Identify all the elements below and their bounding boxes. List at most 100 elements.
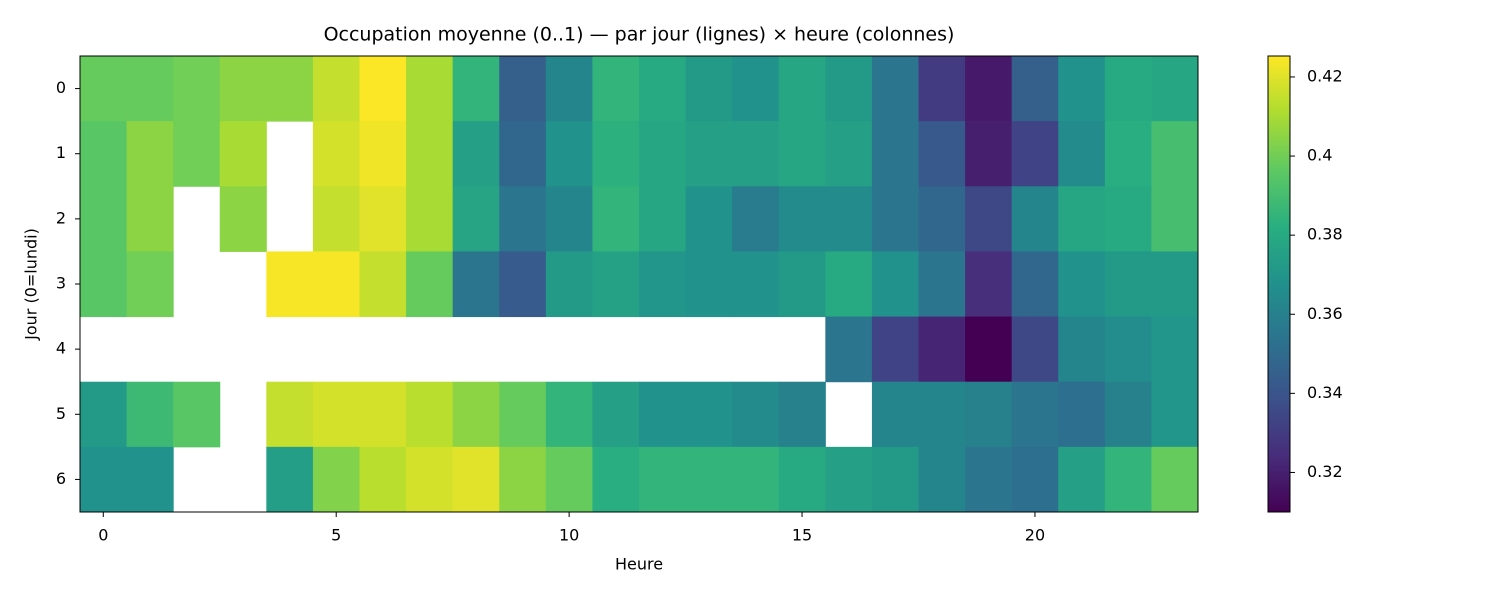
heatmap-cell: [266, 381, 314, 448]
heatmap-cell: [1151, 251, 1199, 318]
heatmap-cell: [871, 446, 919, 513]
heatmap-cell: [1151, 121, 1199, 187]
heatmap-cell: [406, 381, 454, 448]
colorbar-tick-label: 0.36: [1307, 304, 1343, 323]
heatmap-cell: [266, 56, 314, 122]
y-tick-label: 6: [56, 469, 66, 488]
chart-title: Occupation moyenne (0..1) — par jour (li…: [324, 24, 955, 46]
colorbar-tick-label: 0.34: [1307, 383, 1343, 402]
heatmap-cell: [685, 381, 733, 448]
heatmap-cell: [1104, 186, 1152, 252]
heatmap-cell: [359, 186, 407, 252]
heatmap-cell: [918, 186, 966, 252]
heatmap-cell: [1058, 446, 1106, 513]
heatmap-cell: [825, 186, 873, 252]
heatmap-cell: [1151, 316, 1199, 383]
heatmap-cell: [219, 186, 267, 252]
heatmap-cell: [592, 56, 640, 122]
heatmap-cell: [639, 56, 687, 122]
heatmap-cell: [825, 121, 873, 187]
heatmap-cell: [871, 121, 919, 187]
heatmap-cell: [312, 446, 360, 513]
heatmap-cell: [173, 381, 221, 448]
heatmap-cell: [312, 56, 360, 122]
heatmap-cell: [406, 186, 454, 252]
heatmap-cell: [1011, 446, 1059, 513]
heatmap-cell: [545, 251, 593, 318]
heatmap-cell: [1011, 121, 1059, 187]
heatmap-cell: [266, 251, 314, 318]
heatmap-cell: [778, 381, 826, 448]
heatmap-cell: [965, 121, 1013, 187]
heatmap-cell: [452, 251, 500, 318]
y-tick-label: 4: [56, 339, 66, 358]
heatmap-cell: [1011, 316, 1059, 383]
heatmap-cell: [80, 186, 128, 252]
heatmap-cell: [965, 446, 1013, 513]
heatmap-cell: [80, 446, 128, 513]
heatmap-cell: [499, 186, 547, 252]
heatmap-cell: [778, 251, 826, 318]
heatmap-cell: [825, 446, 873, 513]
heatmap-cell: [1104, 446, 1152, 513]
heatmap-cell: [80, 121, 128, 187]
heatmap-cell: [639, 381, 687, 448]
heatmap-cell: [173, 121, 221, 187]
heatmap-cell: [732, 56, 780, 122]
heatmap-cell: [685, 121, 733, 187]
heatmap-cell: [732, 251, 780, 318]
heatmap-cell: [871, 316, 919, 383]
heatmap-cell: [1151, 186, 1199, 252]
heatmap-cell: [918, 56, 966, 122]
colorbar: [1268, 56, 1290, 512]
heatmap-cell: [1104, 316, 1152, 383]
heatmap-cell: [1058, 316, 1106, 383]
heatmap-cell: [499, 121, 547, 187]
heatmap-cell: [1011, 381, 1059, 448]
heatmap-cell: [592, 121, 640, 187]
heatmap-cell: [1151, 446, 1199, 513]
heatmap-cell: [965, 316, 1013, 383]
heatmap-cell: [778, 56, 826, 122]
heatmap-cell: [639, 121, 687, 187]
heatmap-cell: [1011, 56, 1059, 122]
heatmap-cell: [359, 56, 407, 122]
x-tick-label: 5: [331, 526, 341, 545]
heatmap-cell: [545, 121, 593, 187]
y-tick-label: 5: [56, 404, 66, 423]
heatmap-cell: [126, 121, 174, 187]
heatmap-cell: [732, 121, 780, 187]
heatmap-cell: [871, 381, 919, 448]
heatmap-cell: [312, 381, 360, 448]
heatmap-cell: [499, 251, 547, 318]
heatmap-cell: [452, 446, 500, 513]
heatmap-cell: [1058, 186, 1106, 252]
heatmap-cell: [1011, 186, 1059, 252]
heatmap-cell: [545, 381, 593, 448]
colorbar-tick-label: 0.32: [1307, 462, 1343, 481]
heatmap-cell: [685, 186, 733, 252]
heatmap-cell: [219, 121, 267, 187]
heatmap-cell: [1058, 251, 1106, 318]
heatmap-cell: [406, 121, 454, 187]
heatmap-cell: [592, 251, 640, 318]
heatmap-cell: [732, 446, 780, 513]
heatmap-cell: [918, 381, 966, 448]
heatmap-cell: [359, 381, 407, 448]
heatmap-cell: [685, 446, 733, 513]
heatmap-cell: [825, 251, 873, 318]
heatmap-cell: [778, 186, 826, 252]
heatmap-cell: [732, 186, 780, 252]
heatmap-cell: [219, 56, 267, 122]
heatmap-cell: [965, 186, 1013, 252]
heatmap-cell: [545, 56, 593, 122]
heatmap-cell: [1058, 121, 1106, 187]
x-axis-label: Heure: [615, 555, 663, 574]
y-axis-label: Jour (0=lundi): [22, 228, 41, 341]
x-tick-label: 20: [1025, 526, 1045, 545]
colorbar-tick-label: 0.42: [1307, 66, 1343, 85]
heatmap-cell: [452, 381, 500, 448]
heatmap-cell: [266, 446, 314, 513]
heatmap-cell: [126, 56, 174, 122]
